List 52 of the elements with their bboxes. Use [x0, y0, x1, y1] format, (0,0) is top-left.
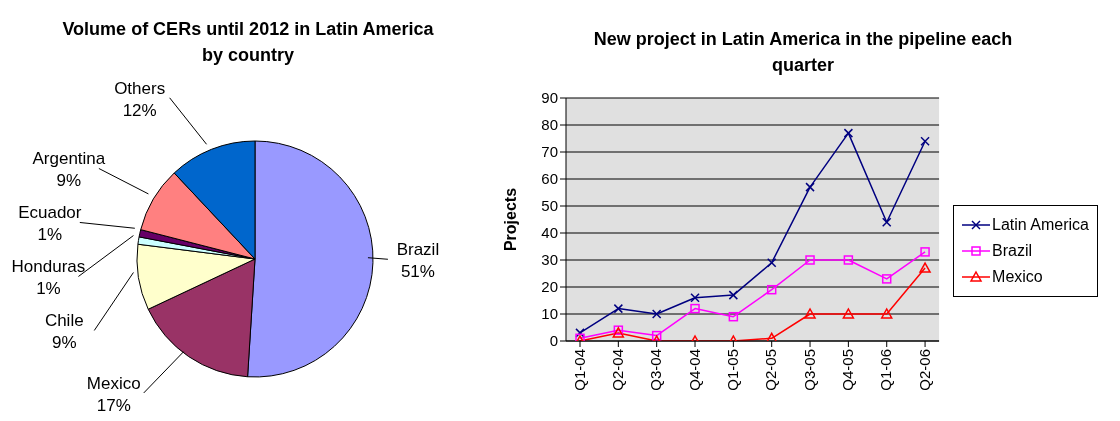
y-tick-label: 90: [541, 89, 558, 107]
point: [690, 303, 700, 314]
x-tick-label: Q2-05: [762, 349, 780, 391]
x-tick-label: Q1-05: [724, 349, 742, 391]
point: [881, 274, 892, 284]
x-tick-label: Q2-06: [915, 349, 933, 391]
y-tick-label: 50: [541, 197, 558, 215]
legend-label: Latin America: [992, 216, 1089, 234]
point: [651, 330, 662, 341]
y-tick-label: 40: [541, 224, 558, 242]
y-tick-label: 70: [541, 143, 558, 161]
point: [843, 255, 854, 265]
y-tick-label: 0: [549, 332, 558, 350]
y-tick-label: 80: [541, 116, 558, 134]
data-label: 17%: [96, 395, 131, 415]
point: [880, 308, 893, 319]
slice-label: Ecuador: [18, 203, 82, 223]
point: [766, 284, 777, 295]
point: [728, 311, 739, 322]
legend-label: Mexico: [992, 268, 1043, 286]
point: [842, 308, 855, 319]
point: [920, 247, 930, 257]
chart-title: New project in Latin America in the pipeline each quarter: [592, 28, 1014, 77]
slice-label: Brazil: [396, 240, 440, 260]
x-tick-label: Q4-04: [685, 349, 703, 391]
x-tick-label: Q3-05: [800, 349, 818, 391]
point: [805, 255, 815, 265]
slice-label: Others: [114, 78, 166, 98]
slice-label: Argentina: [32, 149, 106, 169]
legend-label: Brazil: [992, 242, 1033, 260]
chart-title: Volume of CERs until 2012 in Latin America by country: [61, 18, 435, 67]
y-tick-label: 30: [541, 251, 558, 269]
y-tick-label: 60: [541, 170, 558, 188]
data-label: 1%: [37, 225, 63, 245]
data-label: 9%: [56, 171, 82, 191]
point: [804, 308, 816, 319]
slice-label: Chile: [44, 311, 84, 331]
data-label: 9%: [51, 333, 77, 353]
slice-label: Mexico: [86, 373, 141, 393]
x-tick-label: Q3-04: [647, 349, 665, 391]
data-label: 1%: [36, 279, 61, 299]
y-axis-title: Projects: [501, 187, 519, 252]
y-tick-label: 20: [541, 278, 558, 296]
slice-label: Honduras: [11, 257, 86, 277]
data-label: 12%: [122, 100, 157, 120]
data-label: 51%: [400, 262, 435, 282]
x-tick-label: Q4-05: [839, 349, 857, 391]
x-tick-label: Q1-06: [877, 349, 895, 391]
y-tick-label: 10: [541, 305, 558, 323]
x-tick-label: Q2-04: [608, 349, 626, 391]
x-tick-label: Q1-04: [570, 349, 588, 391]
point: [919, 262, 931, 273]
